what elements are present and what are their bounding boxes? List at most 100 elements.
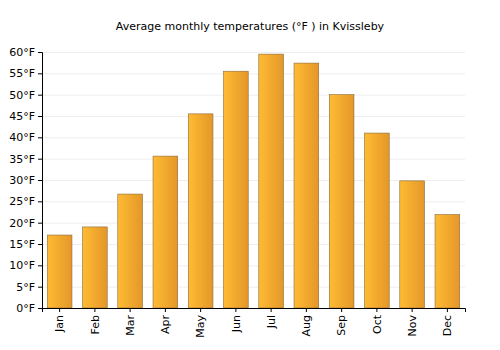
y-tick-mark — [38, 287, 42, 288]
y-tick-mark — [38, 73, 42, 74]
y-tick-mark — [38, 137, 42, 138]
y-tick-label: 20°F — [9, 217, 35, 230]
x-tick-label: Apr — [159, 315, 172, 335]
x-tick-label: Sep — [335, 315, 348, 336]
y-tick: 50°F — [9, 89, 42, 102]
title: Average monthly temperatures (°F ) in Kv… — [116, 20, 385, 33]
y-tick-label: 15°F — [9, 238, 35, 251]
grid-line — [42, 137, 465, 138]
chart: Average monthly temperatures (°F ) in Kv… — [0, 0, 500, 350]
bar — [47, 235, 72, 308]
y-tick-mark — [38, 159, 42, 160]
x-tick-mark — [94, 308, 95, 312]
x-tick-mark — [200, 308, 201, 312]
x-tick: Dec — [441, 308, 454, 336]
x-tick: Jan — [53, 308, 66, 333]
y-tick: 15°F — [9, 238, 42, 251]
y-tick-label: 60°F — [9, 46, 35, 59]
x-tick-mark — [130, 308, 131, 312]
y-tick-label: 50°F — [9, 89, 35, 102]
y-tick-label: 10°F — [9, 259, 35, 272]
x-tick-label: Jun — [230, 315, 243, 333]
y-tick-label: 35°F — [9, 153, 35, 166]
y-tick: 25°F — [9, 195, 42, 208]
x-axis-line — [43, 309, 466, 313]
plot: 0°F 5°F 10°F 15°F 20°F 25°F 30°F 35°F 40°F 45°F 50… — [9, 46, 465, 338]
y-tick: 60°F — [9, 46, 42, 59]
x-tick-mark — [412, 308, 413, 312]
y-tick: 20°F — [9, 217, 42, 230]
y-tick-mark — [38, 116, 42, 117]
x-tick-label: Nov — [406, 315, 419, 337]
bar — [118, 194, 143, 308]
y-tick: 5°F — [16, 281, 42, 294]
y-tick-label: 55°F — [9, 67, 35, 80]
bar — [188, 114, 213, 308]
x-tick-label: Oct — [371, 314, 384, 334]
grid-line — [42, 95, 465, 96]
x-tick-label: Mar — [124, 315, 137, 336]
y-tick-label: 45°F — [9, 110, 35, 123]
y-tick-label: 5°F — [16, 281, 35, 294]
x-tick-mark — [165, 308, 166, 312]
y-tick: 45°F — [9, 110, 42, 123]
x-tick: Mar — [124, 308, 137, 336]
bar — [294, 63, 319, 308]
y-tick-mark — [38, 95, 42, 96]
x-tick: Feb — [89, 308, 102, 334]
x-tick-mark — [306, 308, 307, 312]
x-tick: Aug — [300, 308, 313, 336]
grid-line — [42, 159, 465, 160]
bar — [153, 156, 178, 308]
x-tick-label: Aug — [300, 315, 313, 336]
bar — [259, 54, 284, 308]
x-tick: May — [194, 308, 207, 338]
x-tick: Sep — [335, 308, 348, 336]
x-tick-label: Dec — [441, 315, 454, 336]
y-tick-mark — [38, 244, 42, 245]
y-tick-label: 0°F — [16, 302, 35, 315]
y-tick: 35°F — [9, 153, 42, 166]
y-tick: 40°F — [9, 131, 42, 144]
y-tick-mark — [38, 180, 42, 181]
x-tick-mark — [341, 308, 342, 312]
y-axis-line — [38, 53, 43, 309]
bar — [400, 181, 425, 308]
x-tick-mark — [376, 308, 377, 312]
bar — [435, 215, 460, 308]
bar — [329, 95, 354, 308]
x-tick-label: Jul — [265, 315, 278, 329]
bars — [47, 54, 459, 308]
x-tick-mark — [59, 308, 60, 312]
grid-line — [42, 116, 465, 117]
grid-line — [42, 52, 465, 53]
y-tick: 0°F — [16, 302, 42, 315]
y-tick-mark — [38, 265, 42, 266]
x-tick-label: May — [194, 315, 207, 338]
bar — [365, 133, 390, 308]
x-tick-label: Feb — [89, 315, 102, 334]
y-tick-mark — [38, 52, 42, 53]
x-tick: Oct — [371, 308, 384, 334]
y-tick-label: 25°F — [9, 195, 35, 208]
x-tick: Nov — [406, 308, 419, 336]
y-tick: 55°F — [9, 67, 42, 80]
x-tick: Jun — [230, 308, 243, 333]
grid — [42, 53, 465, 309]
bar — [224, 71, 249, 308]
x-tick: Jul — [265, 308, 278, 329]
x-tick-label: Jan — [53, 315, 66, 333]
x-tick-mark — [447, 308, 448, 312]
y-tick-mark — [38, 223, 42, 224]
y-tick: 10°F — [9, 259, 42, 272]
y-tick: 30°F — [9, 174, 42, 187]
x-axis: Jan Feb Mar Apr May Jun Jul Aug Sep Oct Nov Dec — [43, 308, 466, 338]
y-tick-mark — [38, 308, 42, 309]
y-tick-label: 30°F — [9, 174, 35, 187]
y-tick-label: 40°F — [9, 131, 35, 144]
grid-line — [42, 73, 465, 74]
y-tick-mark — [38, 201, 42, 202]
x-tick-mark — [235, 308, 236, 312]
x-tick-mark — [271, 308, 272, 312]
x-tick: Apr — [159, 308, 172, 334]
